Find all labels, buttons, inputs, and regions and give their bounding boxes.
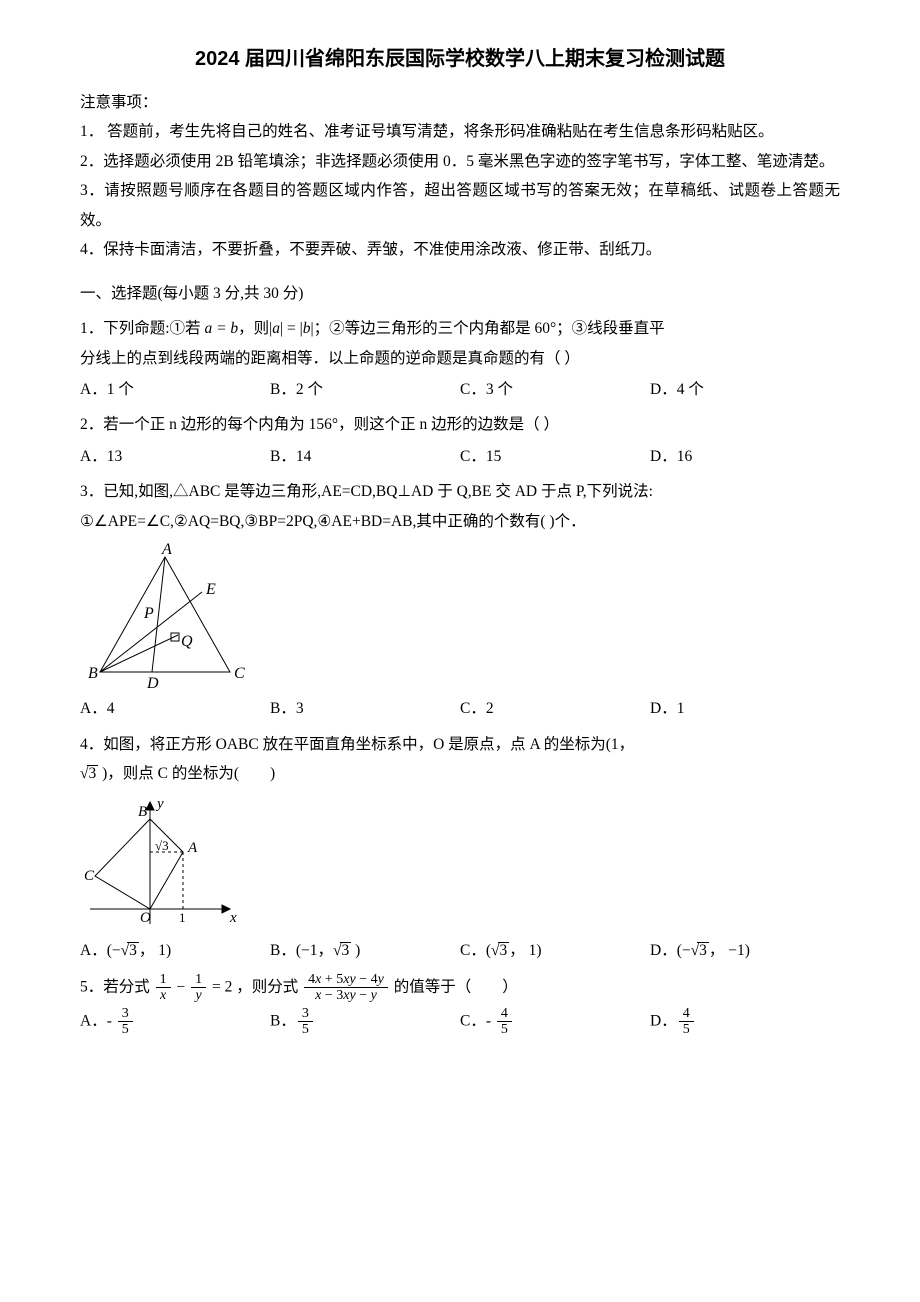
question-3-line1: 3．已知,如图,△ABC 是等边三角形,AE=CD,BQ⊥AD 于 Q,BE 交… [80, 477, 840, 506]
notes-label: 注意事项： [80, 88, 840, 117]
q1-options: A．1 个 B．2 个 C．3 个 D．4 个 [80, 375, 840, 404]
note-4: 4．保持卡面清洁，不要折叠，不要弄破、弄皱，不准使用涂改液、修正带、刮纸刀。 [80, 235, 840, 264]
q3-label-p: P [143, 605, 154, 622]
sqrt3-icon: 3 [333, 936, 351, 965]
q5-opt-d: D．45 [650, 1006, 840, 1038]
q3-opt-a: A．4 [80, 694, 270, 723]
q1-opt-a: A．1 个 [80, 375, 270, 404]
q4-opt-b: B．(−1，3 ) [270, 936, 460, 965]
note-2: 2．选择题必须使用 2B 铅笔填涂；非选择题必须使用 0．5 毫米黑色字迹的签字… [80, 147, 840, 176]
question-4-line1: 4．如图，将正方形 OABC 放在平面直角坐标系中，O 是原点，点 A 的坐标为… [80, 730, 840, 759]
sqrt3-icon: 3 [691, 936, 709, 965]
q2-opt-c: C．15 [460, 442, 650, 471]
page-title: 2024 届四川省绵阳东辰国际学校数学八上期末复习检测试题 [80, 40, 840, 78]
sqrt3-icon: 3 [491, 936, 509, 965]
q3-label-a: A [161, 542, 172, 558]
question-3-line2: ①∠APE=∠C,②AQ=BQ,③BP=2PQ,④AE+BD=AB,其中正确的个… [80, 507, 840, 536]
q1-abs: |a| = |b| [269, 320, 313, 337]
note-3: 3．请按照题号顺序在各题目的答题区域内作答，超出答题区域书写的答案无效；在草稿纸… [80, 176, 840, 235]
q4-tail: )，则点 C 的坐标为( ) [98, 765, 275, 782]
q1-text-c: ；②等边三角形的三个内角都是 60°；③线段垂直平 [314, 320, 665, 337]
q4-label-one: 1 [179, 910, 186, 925]
q4-label-sqrt3: √3 [155, 838, 169, 853]
sqrt3-icon: 3 [80, 759, 98, 788]
sqrt3-icon: 3 [121, 936, 139, 965]
q4-opt-a: A．(−3， 1) [80, 936, 270, 965]
q2-opt-a: A．13 [80, 442, 270, 471]
q3-options: A．4 B．3 C．2 D．1 [80, 694, 840, 723]
question-2: 2．若一个正 n 边形的每个内角为 156°，则这个正 n 边形的边数是（ ） [80, 410, 840, 439]
q3-label-b: B [88, 665, 98, 682]
q4-opt-d: D．(−3， −1) [650, 936, 840, 965]
question-5: 5．若分式 1x − 1y = 2 ，则分式 4x + 5xy − 4y x −… [80, 972, 840, 1004]
q3-label-e: E [205, 581, 216, 598]
section-1-heading: 一、选择题(每小题 3 分,共 30 分) [80, 279, 840, 308]
frac-big: 4x + 5xy − 4y x − 3xy − y [304, 972, 388, 1004]
q1-opt-c: C．3 个 [460, 375, 650, 404]
q2-options: A．13 B．14 C．15 D．16 [80, 442, 840, 471]
q3-figure: A B C D E P Q [80, 542, 840, 692]
q3-opt-c: C．2 [460, 694, 650, 723]
frac-1-y: 1y [191, 972, 206, 1004]
q5-opt-a: A．- 35 [80, 1006, 270, 1038]
frac-1-x: 1x [156, 972, 171, 1004]
q4-opt-c: C．(3， 1) [460, 936, 650, 965]
q4-label-x: x [229, 910, 237, 926]
q2-opt-b: B．14 [270, 442, 460, 471]
q1-eq-ab: a = b [204, 320, 238, 337]
q4-options: A．(−3， 1) B．(−1，3 ) C．(3， 1) D．(−3， −1) [80, 936, 840, 965]
q1-line2: 分线上的点到线段两端的距离相等．以上命题的逆命题是真命题的有（ ） [80, 344, 840, 373]
q3-label-d: D [146, 675, 159, 692]
q3-opt-d: D．1 [650, 694, 840, 723]
q4-label-y: y [155, 796, 164, 812]
q5-options: A．- 35 B．35 C．- 45 D．45 [80, 1006, 840, 1038]
question-1: 1．下列命题:①若 a = b，则|a| = |b|；②等边三角形的三个内角都是… [80, 314, 840, 343]
q1-opt-b: B．2 个 [270, 375, 460, 404]
q1-text-a: 1．下列命题:①若 [80, 320, 204, 337]
q4-label-o: O [140, 910, 151, 926]
q3-opt-b: B．3 [270, 694, 460, 723]
q4-figure: O A B C x y 1 √3 [80, 794, 840, 934]
q4-label-c: C [84, 868, 95, 884]
q3-label-c: C [234, 665, 245, 682]
q1-text-b: ，则 [238, 320, 269, 337]
q4-label-a: A [187, 840, 198, 856]
question-4-line1b: 3 )，则点 C 的坐标为( ) [80, 759, 840, 788]
q4-label-b: B [138, 804, 147, 820]
q5-opt-c: C．- 45 [460, 1006, 650, 1038]
q3-label-q: Q [181, 633, 193, 650]
q1-opt-d: D．4 个 [650, 375, 840, 404]
note-1: 1． 答题前，考生先将自己的姓名、准考证号填写清楚，将条形码准确粘贴在考生信息条… [80, 117, 840, 146]
q2-opt-d: D．16 [650, 442, 840, 471]
q5-opt-b: B．35 [270, 1006, 460, 1038]
